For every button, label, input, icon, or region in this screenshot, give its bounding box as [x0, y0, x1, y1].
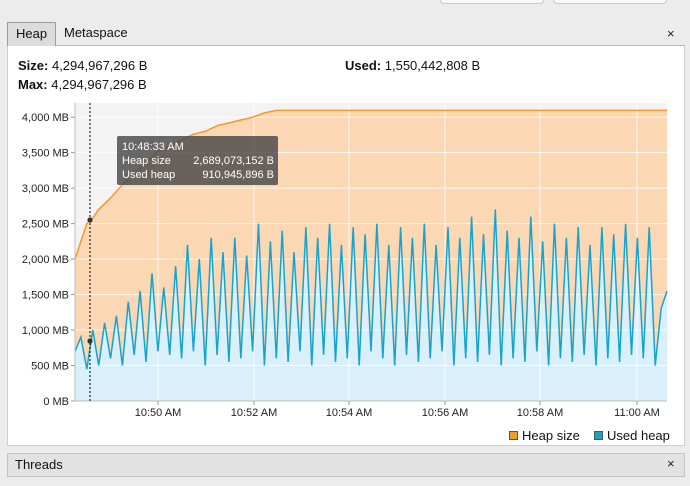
x-tick-label: 10:58 AM — [517, 407, 563, 419]
heap-legend-swatch — [509, 431, 518, 440]
tooltip-used-value: 910,945,896 B — [202, 169, 274, 181]
tooltip-heap-label: Heap size — [122, 155, 171, 167]
x-tick-label: 10:52 AM — [231, 407, 277, 419]
y-tick-label: 3,000 MB — [22, 183, 69, 195]
used-label: Used: — [345, 58, 382, 73]
size-value: 4,294,967,296 B — [51, 58, 148, 73]
used-legend-label: Used heap — [607, 428, 670, 443]
y-tick-label: 2,000 MB — [22, 254, 69, 266]
cursor-heap-point — [87, 217, 93, 223]
heap-used-stat: Used: 1,550,442,808 B — [345, 58, 480, 73]
legend-used-heap: Used heap — [594, 428, 670, 443]
heap-chart[interactable]: 4,000 MB 3,500 MB 3,000 MB 2,500 MB 2,000 MB… — [0, 0, 690, 440]
y-tick-label: 0 MB — [43, 396, 69, 408]
max-value: 4,294,967,296 B — [51, 77, 147, 92]
used-legend-swatch — [594, 431, 603, 440]
heap-legend-label: Heap size — [522, 428, 580, 443]
tooltip-heap-value: 2,689,073,152 B — [193, 155, 274, 167]
heap-tab-bar: Heap Metaspace — [7, 22, 685, 46]
size-label: Size: — [18, 58, 49, 73]
tab-metaspace[interactable]: Metaspace — [64, 25, 128, 40]
threads-label: Threads — [15, 457, 63, 472]
max-label: Max: — [18, 77, 48, 92]
x-tick-label: 10:56 AM — [422, 407, 468, 419]
y-tick-label: 1,500 MB — [22, 290, 69, 302]
threads-panel-header[interactable]: Threads — [7, 453, 685, 477]
used-value: 1,550,442,808 B — [384, 58, 481, 73]
y-tick-label: 2,500 MB — [22, 219, 69, 231]
tab-heap[interactable]: Heap — [7, 22, 57, 46]
y-tick-label: 500 MB — [31, 361, 69, 373]
y-tick-label: 3,500 MB — [22, 148, 69, 160]
tooltip-used-label: Used heap — [122, 169, 175, 181]
y-tick-label: 4,000 MB — [22, 112, 69, 124]
tooltip-time: 10:48:33 AM — [122, 141, 184, 153]
chart-tooltip: 10:48:33 AM Heap size 2,689,073,152 B Us… — [117, 136, 278, 185]
x-tick-label: 10:54 AM — [326, 407, 372, 419]
y-tick-label: 1,000 MB — [22, 325, 69, 337]
close-threads-panel-icon[interactable]: × — [667, 456, 675, 471]
heap-size-stat: Size: 4,294,967,296 B — [18, 58, 147, 73]
heap-max-stat: Max: 4,294,967,296 B — [18, 77, 147, 92]
x-tick-label: 11:00 AM — [614, 407, 660, 419]
used-line — [74, 209, 668, 370]
legend-heap-size: Heap size — [509, 428, 580, 443]
x-tick-label: 10:50 AM — [135, 407, 181, 419]
cursor-used-point — [87, 338, 93, 344]
close-heap-panel-icon[interactable]: × — [667, 26, 675, 41]
